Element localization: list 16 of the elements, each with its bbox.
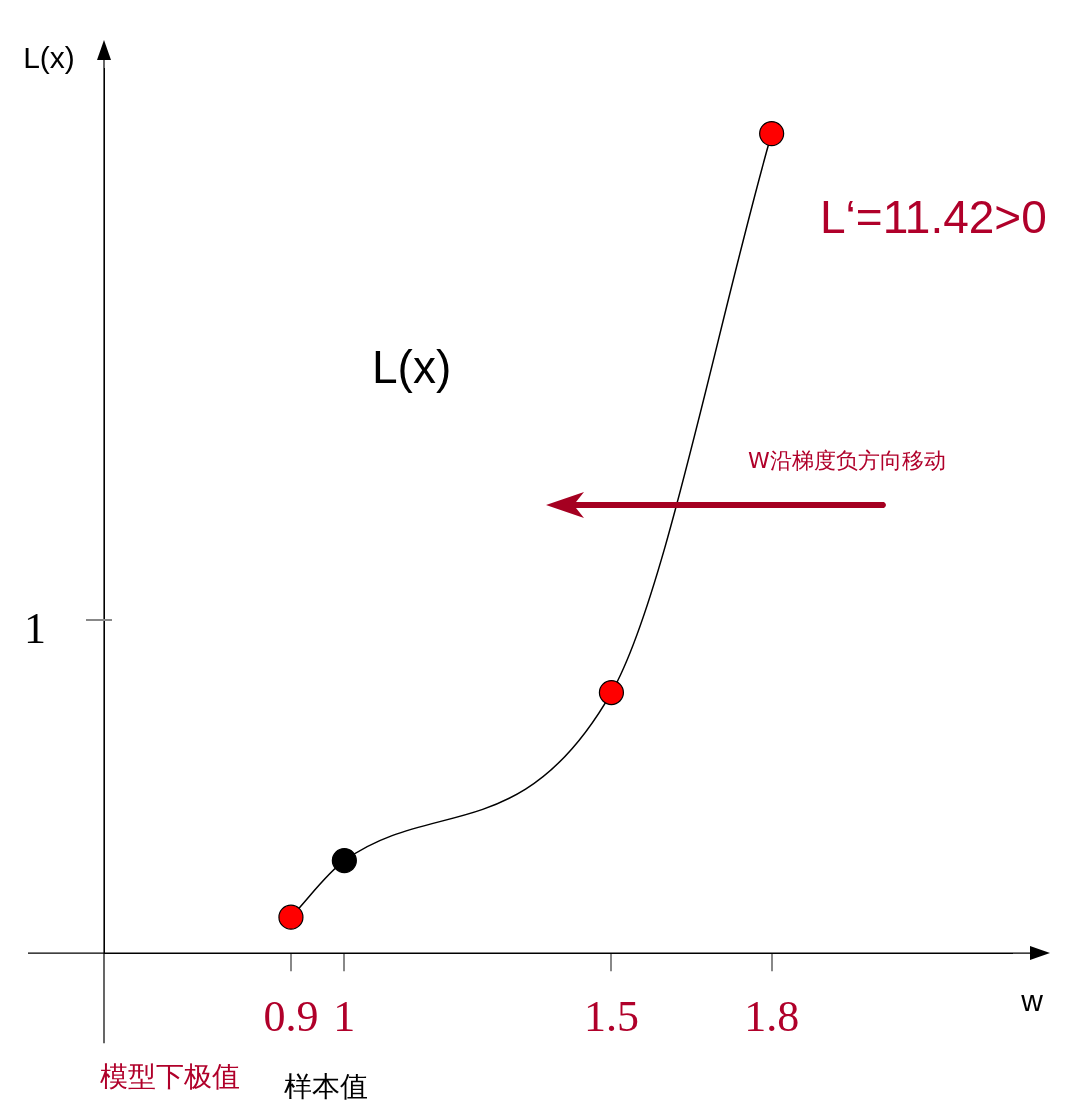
point	[759, 120, 785, 147]
x-tick-label: 1.5	[583, 992, 639, 1042]
x-axis-title: w	[1020, 984, 1044, 1018]
point	[331, 847, 357, 874]
x-tick-label: 1	[333, 992, 356, 1042]
annotation: L(x)	[372, 341, 452, 393]
x-tick-label: 0.9	[263, 992, 319, 1042]
text: 样本值	[284, 1070, 368, 1103]
point	[278, 904, 304, 930]
text: 1	[24, 604, 46, 653]
x-tick-label: 1.8	[744, 992, 800, 1042]
point	[598, 679, 625, 706]
annotation: W沿梯度负方向移动	[748, 448, 946, 473]
annotation: L‘=11.42>0	[820, 191, 1047, 243]
y-axis-title: L(x)	[23, 41, 75, 74]
text: 模型下极值	[100, 1060, 240, 1093]
